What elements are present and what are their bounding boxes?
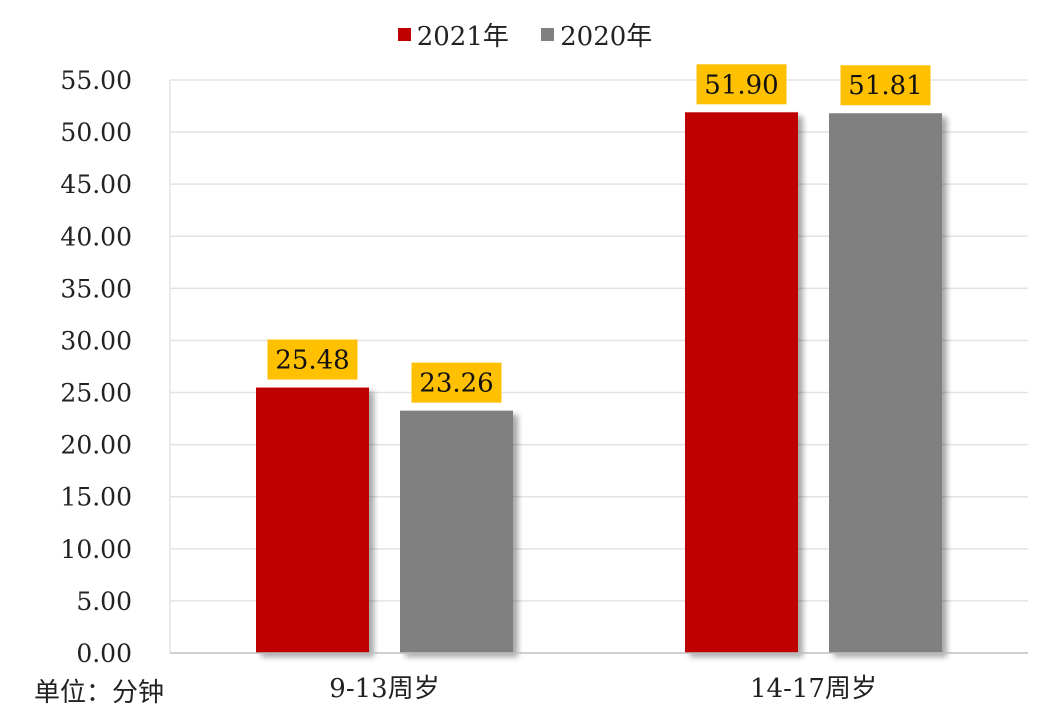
data-label-box: [267, 339, 358, 380]
y-tick-label: 40.00: [60, 222, 132, 251]
bars: [256, 112, 942, 653]
data-label: 23.26: [419, 369, 493, 399]
unit-note: 单位：分钟: [34, 678, 165, 708]
y-tick-label: 50.00: [60, 118, 132, 147]
data-labels: 25.48 23.26 51.90 51.81: [267, 64, 931, 403]
legend-item-2020: 2020年: [541, 16, 652, 53]
x-tick-label: 9-13周岁: [329, 674, 439, 704]
bar-2020年-9-13周岁: [400, 410, 513, 653]
data-label: 51.90: [704, 70, 778, 100]
x-tick-label: 14-17周岁: [750, 674, 877, 704]
legend-label-2020: 2020年: [560, 22, 653, 52]
y-tick-label: 55.00: [60, 66, 132, 95]
legend-item-2021: 2021年: [397, 16, 509, 53]
data-label-box: [840, 65, 931, 106]
legend: 2021年 2020年: [0, 16, 1050, 53]
legend-label-2021: 2021年: [416, 22, 509, 52]
y-tick-label: 20.00: [60, 431, 132, 460]
bar-2021年-14-17周岁: [685, 112, 798, 653]
bar-2020年-14-17周岁: [829, 113, 942, 653]
data-label: 25.48: [275, 346, 349, 376]
x-axis: 9-13周岁 14-17周岁: [170, 652, 1028, 704]
data-label: 51.81: [848, 71, 922, 101]
bar-2021年-9-13周岁: [256, 387, 369, 653]
y-tick-label: 0.00: [76, 639, 132, 668]
legend-swatch-2020: [541, 28, 555, 41]
legend-swatch-2021: [397, 28, 411, 41]
data-label-box: [411, 362, 502, 403]
y-tick-label: 5.00: [76, 587, 132, 616]
y-axis: 0.00 5.00 10.00 15.00 20.00 25.00 30.00 35.00 40…: [60, 66, 132, 668]
data-label-box: [696, 64, 787, 105]
y-tick-label: 45.00: [60, 170, 132, 199]
y-tick-label: 30.00: [60, 326, 132, 355]
y-tick-label: 25.00: [60, 379, 132, 408]
y-tick-label: 35.00: [60, 274, 132, 303]
y-tick-label: 10.00: [60, 535, 132, 564]
y-tick-label: 15.00: [60, 483, 132, 512]
